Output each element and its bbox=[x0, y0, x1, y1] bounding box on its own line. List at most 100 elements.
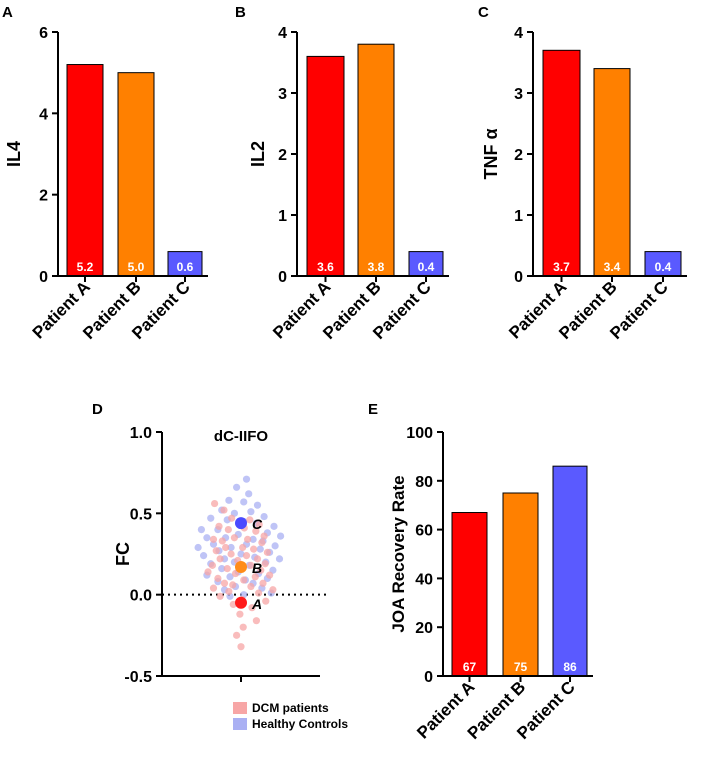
y-tick-label: 0.0 bbox=[130, 588, 152, 605]
bar-value-label: 3.7 bbox=[553, 260, 570, 274]
dcm-patient-point bbox=[258, 539, 266, 547]
dcm-patient-point bbox=[230, 534, 238, 542]
healthy-control-point bbox=[200, 552, 208, 560]
dcm-patient-point bbox=[223, 565, 231, 573]
healthy-control-point bbox=[227, 543, 235, 552]
healthy-control-point bbox=[226, 573, 234, 581]
y-tick-label: 1 bbox=[278, 208, 287, 225]
highlight-point-c bbox=[235, 517, 247, 530]
healthy-control-point bbox=[271, 542, 279, 550]
y-tick-label: 2 bbox=[514, 147, 523, 164]
dcm-patient-point bbox=[215, 522, 223, 530]
dcm-patient-point bbox=[218, 537, 226, 545]
healthy-control-point bbox=[207, 514, 215, 522]
highlight-label-c: C bbox=[252, 516, 263, 532]
panel-d-fc-scatter: dC-IIFO -0.5 0.0 0.5 1.0 FC A B C bbox=[113, 425, 326, 686]
dcm-patient-point bbox=[204, 568, 212, 576]
highlight-label-a: A bbox=[251, 596, 262, 612]
y-tick-label: 80 bbox=[415, 474, 433, 491]
healthy-control-point bbox=[237, 550, 245, 558]
bar-value-label: 5.0 bbox=[128, 260, 145, 274]
bar-patient-b bbox=[502, 492, 539, 677]
bar-value-label: 3.6 bbox=[317, 260, 334, 274]
dcm-patient-point bbox=[255, 589, 263, 597]
healthy-control-point bbox=[194, 543, 202, 552]
healthy-control-point bbox=[249, 535, 257, 543]
y-tick-label: 2 bbox=[39, 188, 48, 205]
y-axis-label: IL2 bbox=[248, 141, 268, 167]
bar-patient-b bbox=[593, 68, 631, 277]
y-axis-label: JOA Recovery Rate bbox=[389, 475, 408, 632]
panel-letter-b: B bbox=[235, 4, 246, 21]
bar-patient-c bbox=[167, 251, 203, 277]
dcm-patient-point bbox=[246, 516, 254, 524]
legend: DCM patients Healthy Controls bbox=[233, 701, 348, 731]
y-tick-label: 60 bbox=[415, 523, 433, 540]
dcm-patient-point bbox=[247, 582, 255, 591]
healthy-control-point bbox=[197, 526, 205, 534]
dcm-patient-point bbox=[216, 555, 224, 563]
healthy-control-point bbox=[218, 565, 226, 573]
healthy-control-point bbox=[233, 483, 241, 491]
dcm-patient-point bbox=[229, 581, 237, 589]
bar-value-label: 3.4 bbox=[604, 260, 621, 274]
dcm-patient-point bbox=[261, 560, 269, 568]
dcm-patient-point bbox=[255, 521, 263, 529]
healthy-control-point bbox=[277, 532, 285, 540]
bar-value-label: 3.8 bbox=[368, 260, 385, 274]
healthy-control-point bbox=[247, 508, 255, 516]
dcm-patient-point bbox=[247, 561, 255, 569]
bar-patient-a bbox=[306, 55, 345, 277]
y-tick-label: 6 bbox=[39, 25, 48, 42]
healthy-control-point bbox=[253, 501, 262, 509]
dcm-patient-point bbox=[252, 617, 260, 625]
dcm-patient-point bbox=[253, 555, 262, 563]
healthy-control-point bbox=[256, 545, 264, 553]
y-tick-label: 0 bbox=[278, 269, 287, 286]
y-axis-label: IL4 bbox=[4, 141, 24, 167]
y-tick-label: 4 bbox=[514, 25, 523, 42]
dcm-patient-point bbox=[250, 545, 258, 553]
y-tick-label: 1.0 bbox=[130, 425, 152, 442]
y-tick-label: 3 bbox=[514, 86, 523, 103]
panel-letter-e: E bbox=[368, 401, 378, 418]
dcm-patient-point bbox=[211, 499, 219, 508]
dcm-patient-point bbox=[269, 586, 277, 594]
dcm-patient-point bbox=[228, 514, 236, 522]
dcm-patient-point bbox=[208, 561, 216, 569]
dcm-patient-point bbox=[252, 527, 260, 535]
dcm-patient-point bbox=[263, 548, 271, 556]
y-tick-label: 20 bbox=[415, 620, 433, 637]
bar-value-label: 0.6 bbox=[177, 260, 194, 274]
y-tick-label: 1 bbox=[514, 208, 523, 225]
dcm-patient-point bbox=[266, 571, 274, 579]
highlight-label-b: B bbox=[252, 560, 262, 576]
dcm-patient-point bbox=[214, 574, 222, 583]
dcm-patient-point bbox=[237, 643, 245, 651]
bar-value-label: 0.4 bbox=[655, 260, 672, 274]
bar-value-label: 86 bbox=[563, 660, 577, 674]
y-tick-label: -0.5 bbox=[124, 669, 152, 686]
dcm-patient-point bbox=[220, 579, 229, 587]
dcm-patient-point bbox=[222, 543, 230, 552]
dcm-patient-point bbox=[262, 597, 270, 605]
y-tick-label: 4 bbox=[39, 106, 48, 123]
dcm-patient-point bbox=[251, 573, 259, 581]
bar-value-label: 75 bbox=[514, 660, 528, 674]
y-tick-label: 0.5 bbox=[130, 506, 152, 523]
y-tick-label: 0 bbox=[514, 269, 523, 286]
bar-value-label: 0.4 bbox=[418, 260, 435, 274]
healthy-control-point bbox=[270, 522, 278, 530]
bar-patient-a bbox=[451, 512, 488, 677]
panel-letter-d: D bbox=[92, 401, 103, 418]
dcm-patient-point bbox=[259, 579, 267, 587]
dcm-patient-point bbox=[224, 526, 232, 534]
dcm-patient-point bbox=[239, 543, 247, 552]
legend-swatch-healthy bbox=[233, 718, 247, 730]
dcm-patient-point bbox=[244, 535, 252, 543]
panel-letter-c: C bbox=[478, 4, 489, 21]
